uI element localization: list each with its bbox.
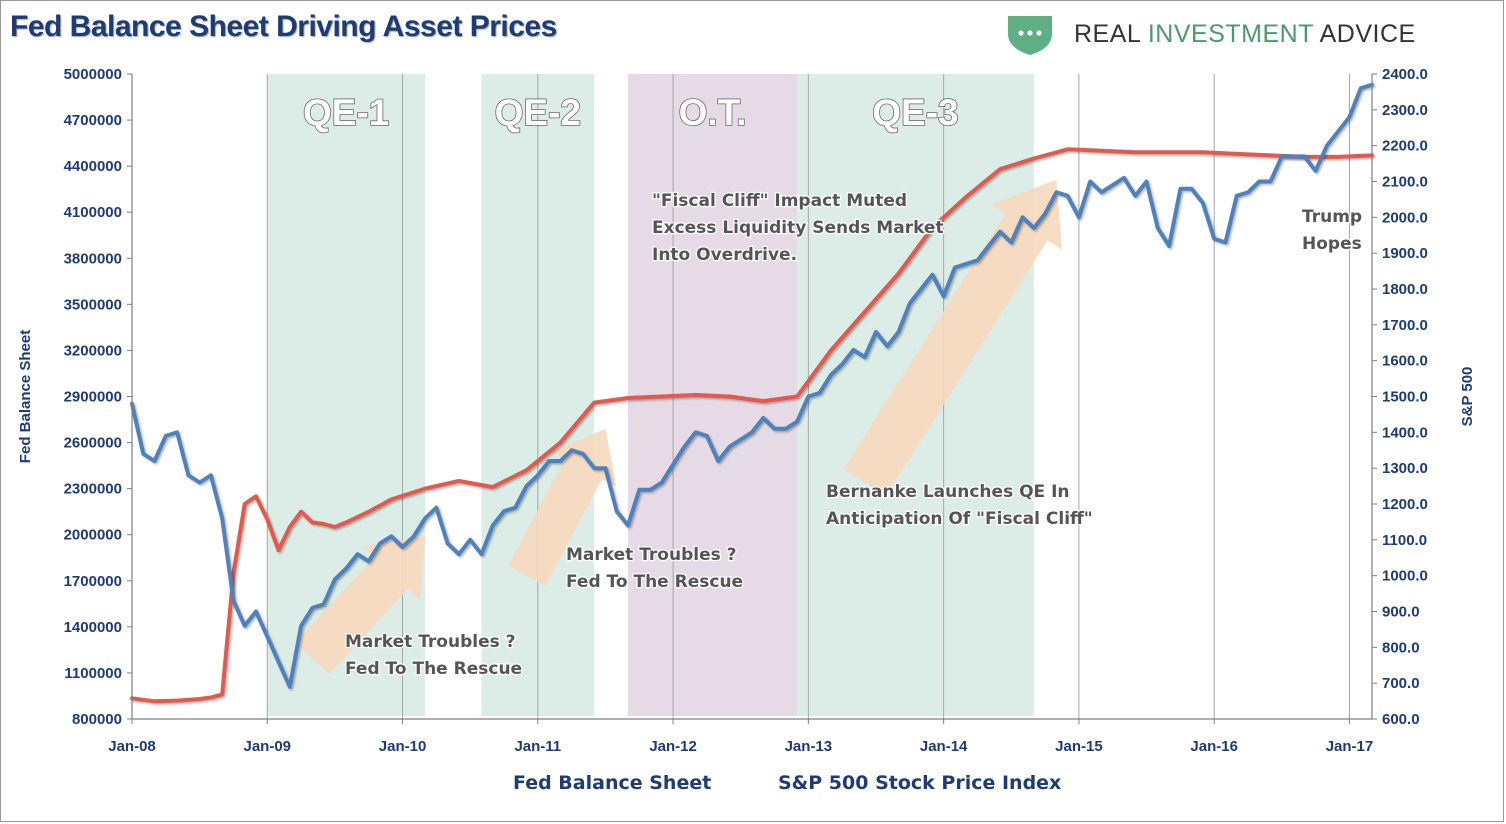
brand-word-3: ADVICE — [1319, 19, 1416, 48]
right-tick-label: 1100.0 — [1382, 532, 1427, 549]
annotation-line: Trump — [1302, 207, 1362, 227]
right-tick-label: 800.0 — [1382, 639, 1420, 656]
right-tick-label: 2300.0 — [1382, 102, 1428, 119]
left-tick-label: 1100000 — [64, 665, 122, 682]
axes-layer: 800000 1100000 1400000 1700000 2000000 230000… — [17, 66, 1476, 755]
brand-name: REAL INVESTMENT ADVICE — [1074, 20, 1416, 49]
fed-balance-sheet-line — [130, 147, 1374, 704]
right-tick-label: 2000.0 — [1382, 209, 1428, 226]
left-tick-label: 2300000 — [64, 481, 122, 498]
right-axis-title: S&P 500 — [1459, 367, 1476, 427]
x-tick-label: Jan-15 — [1055, 738, 1103, 755]
band-label: QE-2 — [495, 92, 581, 133]
annotation-line: Into Overdrive. — [652, 245, 797, 265]
right-tick-label: 2200.0 — [1382, 138, 1428, 155]
x-tick-label: Jan-16 — [1190, 738, 1238, 755]
left-tick-label: 4100000 — [64, 204, 122, 221]
right-tick-label: 600.0 — [1382, 711, 1420, 728]
annotation-line: "Fiscal Cliff" Impact Muted — [652, 191, 907, 211]
brand-word-2: INVESTMENT — [1147, 19, 1314, 48]
annotation-trump: Trump Hopes — [1302, 207, 1362, 254]
left-tick-label: 2600000 — [64, 435, 122, 452]
left-tick-label: 800000 — [72, 711, 122, 728]
annotation-fiscal: "Fiscal Cliff" Impact Muted Excess Liquid… — [652, 191, 944, 265]
annotation-qe1: Market Troubles ? Fed To The Rescue — [345, 632, 522, 679]
band-label: QE-1 — [303, 92, 389, 133]
left-tick-label: 4700000 — [64, 112, 122, 129]
legend: Fed Balance Sheet S&P 500 Stock Price Ind… — [468, 772, 1061, 794]
right-tick-label: 1300.0 — [1382, 460, 1428, 477]
right-tick-label: 1700.0 — [1382, 317, 1428, 334]
legend-fed-label: Fed Balance Sheet — [513, 772, 711, 794]
annotation-qe2: Market Troubles ? Fed To The Rescue — [566, 545, 743, 592]
right-tick-label: 700.0 — [1382, 675, 1420, 692]
right-tick-label: 1400.0 — [1382, 424, 1428, 441]
x-tick-label: Jan-11 — [514, 738, 561, 755]
arrow-qe2 — [508, 428, 617, 586]
right-tick-label: 1200.0 — [1382, 496, 1428, 513]
left-tick-label: 2900000 — [64, 389, 122, 406]
right-tick-label: 1800.0 — [1382, 281, 1428, 298]
annotation-line: Fed To The Rescue — [566, 572, 743, 592]
left-tick-label: 1400000 — [64, 619, 122, 636]
legend-sp500-label: S&P 500 Stock Price Index — [778, 772, 1061, 794]
left-tick-label: 3200000 — [64, 342, 122, 359]
left-tick-label: 2000000 — [64, 527, 122, 544]
annotation-line: Bernanke Launches QE In — [826, 482, 1070, 502]
right-tick-label: 1600.0 — [1382, 353, 1428, 370]
annotation-line: Fed To The Rescue — [345, 659, 522, 679]
annotation-layer: Market Troubles ? Fed To The RescueMarket… — [344, 190, 1364, 681]
band-label-layer: QE-1 QE-2 O.T. QE-3 — [302, 91, 959, 134]
annotation-line: Market Troubles ? — [345, 632, 516, 652]
x-tick-label: Jan-14 — [920, 738, 968, 755]
shield-chat-icon — [1008, 16, 1052, 55]
left-tick-label: 5000000 — [64, 66, 122, 83]
chart-title: Fed Balance Sheet Driving Asset Prices — [10, 10, 557, 43]
annotation-line: Market Troubles ? — [566, 545, 737, 565]
right-tick-label: 1900.0 — [1382, 245, 1428, 262]
band-label: QE-3 — [872, 92, 958, 133]
annotation-line: Hopes — [1302, 234, 1362, 254]
left-tick-label: 3800000 — [64, 250, 122, 267]
right-tick-label: 900.0 — [1382, 604, 1420, 621]
brand-logo: REAL INVESTMENT ADVICE — [1004, 12, 1416, 56]
x-tick-label: Jan-09 — [244, 738, 292, 755]
left-axis-title: Fed Balance Sheet — [17, 330, 34, 463]
arrow-qe3 — [843, 179, 1062, 496]
x-tick-label: Jan-08 — [108, 738, 156, 755]
x-tick-label: Jan-10 — [379, 738, 427, 755]
x-tick-label: Jan-13 — [785, 738, 833, 755]
right-tick-label: 1000.0 — [1382, 568, 1428, 585]
annotation-line: Excess Liquidity Sends Market — [652, 218, 944, 238]
brand-word-1: REAL — [1074, 19, 1141, 48]
sp500-line — [130, 82, 1374, 689]
right-tick-label: 2400.0 — [1382, 66, 1428, 83]
annotation-qe3: Bernanke Launches QE In Anticipation Of "… — [826, 482, 1093, 529]
x-tick-label: Jan-12 — [649, 738, 697, 755]
arrow-qe1 — [295, 536, 426, 674]
left-tick-label: 3500000 — [64, 296, 122, 313]
left-tick-label: 1700000 — [64, 573, 122, 590]
right-tick-label: 2100.0 — [1382, 174, 1428, 191]
right-tick-label: 1500.0 — [1382, 389, 1428, 406]
x-tick-label: Jan-17 — [1326, 738, 1374, 755]
left-tick-label: 4400000 — [64, 158, 122, 175]
arrow-layer — [295, 179, 1062, 674]
band-label: O.T. — [679, 92, 747, 133]
series-layer — [130, 82, 1374, 704]
annotation-line: Anticipation Of "Fiscal Cliff" — [826, 509, 1093, 529]
